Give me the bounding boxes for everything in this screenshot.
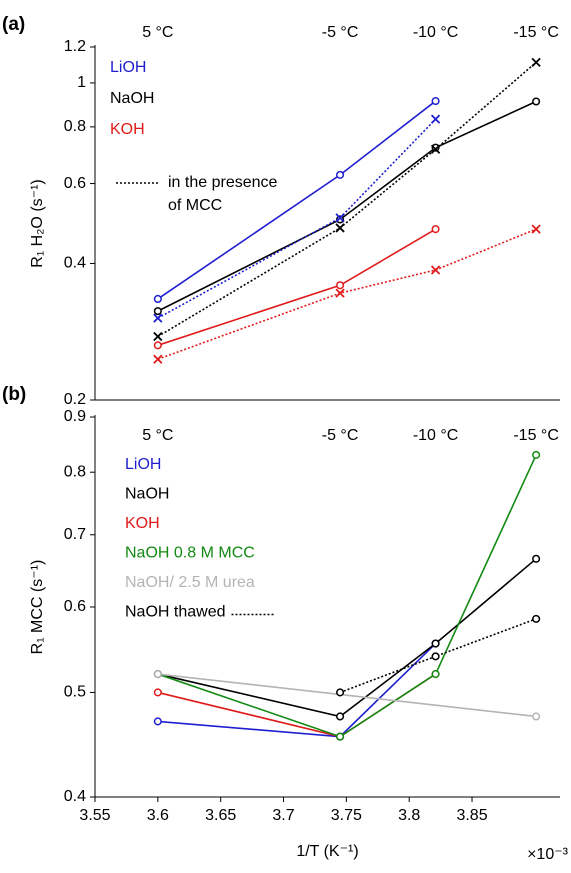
series-line — [157, 558, 537, 718]
y-tick-label: 0.2 — [64, 391, 86, 408]
circle-marker — [153, 341, 162, 350]
circle-marker — [336, 688, 345, 697]
temperature-label: -15 °C — [513, 24, 559, 41]
panel-label: (a) — [2, 14, 25, 35]
x-marker — [153, 354, 163, 364]
series-line — [157, 228, 436, 347]
y-axis-label: R₁ MCC (s⁻¹) — [29, 560, 46, 655]
x-marker — [531, 57, 541, 67]
circle-marker — [153, 294, 162, 304]
circle-marker — [431, 639, 440, 648]
circle-marker — [336, 732, 345, 741]
circle-marker — [532, 450, 541, 459]
y-tick-label: 0.8 — [64, 118, 86, 135]
legend-label: NaOH — [110, 90, 154, 107]
y-tick-label: 0.9 — [64, 408, 86, 425]
circle-marker — [153, 688, 162, 697]
temperature-label: -5 °C — [322, 427, 359, 444]
x-multiplier: ×10⁻³ — [527, 846, 569, 863]
circle-marker — [153, 717, 162, 726]
temperature-label: -10 °C — [413, 24, 459, 41]
legend-label: NaOH 0.8 M MCC — [125, 545, 255, 562]
circle-marker — [336, 170, 345, 179]
legend-label: KOH — [110, 121, 145, 138]
circle-marker — [336, 712, 345, 721]
y-tick-label: 0.4 — [64, 255, 86, 272]
x-marker — [153, 331, 163, 342]
x-tick-label: 3.75 — [331, 807, 362, 824]
x-marker — [430, 144, 441, 154]
circle-marker — [153, 670, 162, 679]
legend-label: NaOH/ 2.5 M urea — [125, 574, 255, 591]
y-tick-label: 0.7 — [64, 526, 86, 543]
x-marker — [531, 224, 541, 234]
y-tick-label: 1 — [77, 74, 86, 91]
y-axis-label: R₁ H₂O (s⁻¹) — [29, 179, 46, 267]
legend-label: NaOH — [125, 486, 169, 503]
temperature-label: -15 °C — [513, 427, 559, 444]
x-tick-label: 3.6 — [147, 807, 169, 824]
circle-marker — [431, 652, 440, 661]
circle-marker — [532, 554, 541, 563]
circle-marker — [532, 97, 541, 106]
circle-marker — [431, 225, 440, 234]
x-marker — [335, 213, 345, 223]
y-tick-label: 0.5 — [64, 684, 86, 701]
x-tick-label: 3.55 — [79, 807, 110, 824]
series-line — [157, 100, 537, 312]
legend-label: of MCC — [168, 197, 222, 214]
temperature-label: 5 °C — [142, 24, 173, 41]
circle-marker — [431, 97, 440, 106]
x-marker — [335, 288, 345, 298]
series-line — [157, 673, 537, 718]
x-marker — [430, 265, 441, 275]
x-marker — [335, 223, 345, 233]
circle-marker — [431, 143, 440, 152]
x-tick-label: 3.7 — [272, 807, 294, 824]
circle-marker — [532, 614, 541, 623]
y-tick-label: 0.6 — [64, 175, 86, 192]
circle-marker — [336, 281, 345, 290]
y-tick-label: 0.6 — [64, 598, 86, 615]
legend-label: in the presence — [168, 174, 278, 191]
series-line — [339, 618, 537, 694]
legend-label: KOH — [125, 515, 160, 532]
x-marker — [153, 313, 163, 323]
x-axis-label: 1/T (K⁻¹) — [296, 843, 358, 860]
x-tick-label: 3.8 — [398, 807, 420, 824]
y-tick-label: 1.2 — [64, 38, 86, 55]
circle-marker — [532, 712, 541, 721]
temperature-label: -5 °C — [322, 24, 359, 41]
series-line — [157, 228, 537, 360]
temperature-label: -10 °C — [413, 427, 459, 444]
circle-marker — [431, 670, 440, 679]
legend-label: LiOH — [110, 59, 146, 76]
y-tick-label: 0.4 — [64, 788, 86, 805]
circle-marker — [153, 307, 162, 316]
x-tick-label: 3.85 — [456, 807, 487, 824]
x-tick-label: 3.65 — [205, 807, 236, 824]
series-line — [157, 454, 537, 738]
series-line — [157, 118, 437, 319]
panel-label: (b) — [2, 384, 26, 405]
legend-label: LiOH — [125, 456, 161, 473]
y-tick-label: 0.8 — [64, 463, 86, 480]
x-marker — [430, 114, 441, 124]
legend-label: NaOH thawed — [125, 604, 226, 621]
temperature-label: 5 °C — [142, 427, 173, 444]
